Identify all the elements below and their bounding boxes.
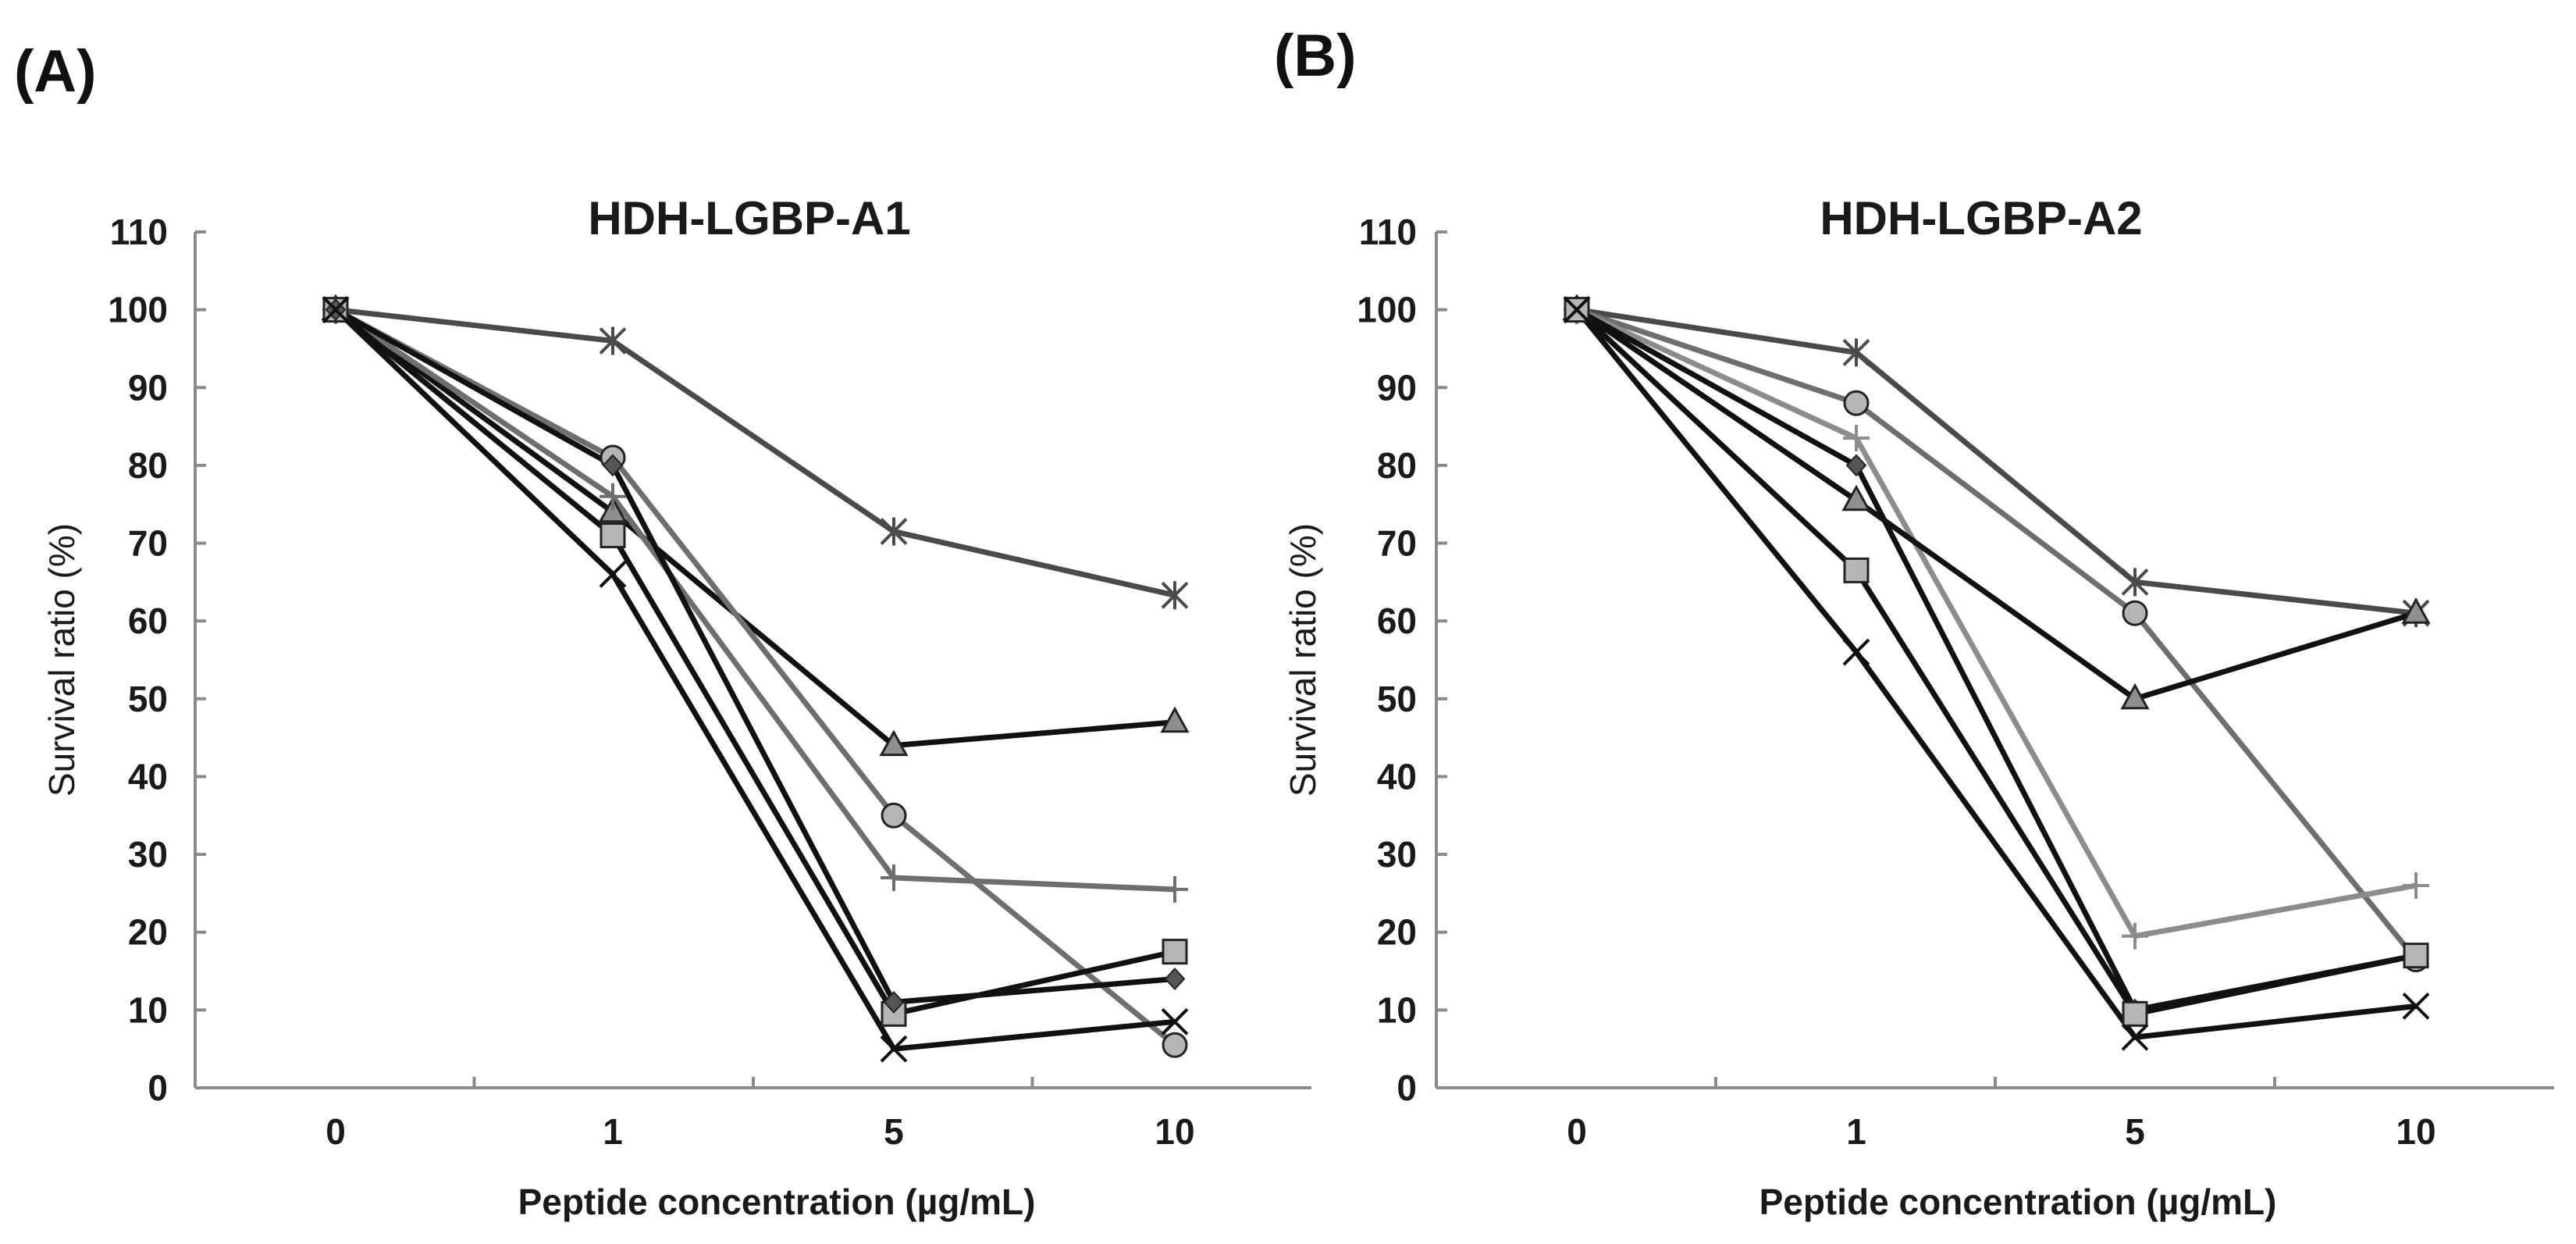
data-point-asterisk bbox=[1842, 338, 1870, 367]
y-tick-label: 100 bbox=[108, 290, 168, 330]
x-tick-label: 0 bbox=[326, 1111, 346, 1152]
data-point-square bbox=[600, 522, 626, 549]
y-tick-label: 30 bbox=[1377, 834, 1417, 875]
chart-title: HDH-LGBP-A2 bbox=[1820, 192, 2142, 244]
chart-panel-b: 0 10 20 30 40 50 60 70 80 90 100 110 0 1 5 10 HDH-LGBP-A… bbox=[1283, 192, 2554, 1222]
x-tick-label: 5 bbox=[2125, 1111, 2145, 1152]
data-point-x bbox=[880, 1035, 908, 1063]
series-group bbox=[1574, 307, 2418, 1040]
series-line-triangle bbox=[1575, 307, 2418, 702]
chart-panel-a: 0 10 20 30 40 50 60 70 80 90 100 110 0 1 5 10 HDH-LGBP-A… bbox=[41, 192, 1311, 1222]
y-tick-label: 60 bbox=[128, 601, 168, 641]
data-point-x bbox=[2402, 992, 2430, 1020]
data-point-plus bbox=[600, 483, 626, 510]
data-point-square bbox=[1843, 557, 1870, 583]
data-point-square bbox=[2403, 943, 2429, 969]
x-tick-label: 1 bbox=[603, 1111, 623, 1152]
y-tick-label: 100 bbox=[1357, 290, 1417, 330]
y-tick-label: 90 bbox=[1377, 367, 1417, 408]
data-point-triangle bbox=[1841, 484, 1871, 512]
data-point-asterisk bbox=[599, 326, 627, 355]
data-point-diamond bbox=[1845, 454, 1867, 477]
data-point-triangle bbox=[2120, 683, 2150, 710]
data-point-plus bbox=[2122, 922, 2148, 950]
y-axis-title: Survival ratio (%) bbox=[1283, 523, 1323, 797]
series-line-x bbox=[333, 308, 1176, 1052]
data-point-square bbox=[2122, 1000, 2148, 1027]
y-tick-label: 50 bbox=[1377, 679, 1417, 719]
data-point-circle bbox=[881, 802, 907, 829]
y-axis-title: Survival ratio (%) bbox=[41, 523, 82, 797]
y-tick-label: 20 bbox=[128, 912, 168, 953]
y-tick-label: 10 bbox=[128, 989, 168, 1030]
series-line-plus bbox=[1575, 307, 2417, 939]
data-point-triangle bbox=[879, 729, 909, 757]
y-tick-label: 90 bbox=[128, 367, 168, 408]
data-point-diamond bbox=[602, 454, 624, 477]
y-tick-label: 20 bbox=[1377, 912, 1417, 953]
data-point-x bbox=[1563, 296, 1591, 324]
data-point-triangle bbox=[2401, 597, 2431, 624]
y-tick-label: 0 bbox=[1397, 1068, 1417, 1108]
series-line-asterisk bbox=[335, 307, 1176, 598]
y-tick-label: 70 bbox=[128, 523, 168, 564]
y-tick-label: 80 bbox=[1377, 445, 1417, 486]
y-tick-label: 70 bbox=[1377, 523, 1417, 564]
data-point-plus bbox=[1162, 875, 1188, 903]
data-point-diamond bbox=[1164, 968, 1186, 990]
x-axis-title: Peptide concentration (µg/mL) bbox=[1759, 1182, 2277, 1222]
y-tick-label: 110 bbox=[1359, 212, 1417, 252]
x-tick-label: 10 bbox=[2396, 1111, 2435, 1152]
series-line-diamond bbox=[1575, 307, 2417, 1013]
series-line-diamond bbox=[334, 307, 1176, 1005]
x-axis-title: Peptide concentration (µg/mL) bbox=[518, 1182, 1036, 1222]
data-point-plus bbox=[2403, 872, 2429, 899]
marker-group bbox=[321, 294, 1190, 1063]
series-line-square bbox=[333, 307, 1176, 1017]
series-line-x bbox=[1574, 308, 2417, 1040]
data-point-triangle bbox=[598, 496, 628, 523]
chart-title: HDH-LGBP-A1 bbox=[588, 192, 910, 244]
data-point-x bbox=[1161, 1007, 1189, 1035]
data-point-x bbox=[322, 296, 350, 324]
series-line-square bbox=[1574, 308, 2417, 1017]
y-tick-label: 50 bbox=[128, 679, 168, 719]
panel-label-a: (A) bbox=[14, 38, 97, 105]
y-tick-label: 30 bbox=[128, 834, 168, 875]
y-tick-label: 80 bbox=[128, 445, 168, 486]
y-tick-label: 60 bbox=[1377, 601, 1417, 641]
data-point-diamond bbox=[883, 990, 905, 1014]
data-point-asterisk bbox=[2121, 568, 2149, 597]
y-tick-label: 110 bbox=[110, 212, 168, 252]
series-line-asterisk bbox=[1576, 307, 2417, 616]
marker-group bbox=[1562, 294, 2431, 1051]
x-tick-label: 10 bbox=[1155, 1111, 1194, 1152]
data-point-x bbox=[599, 560, 627, 588]
data-point-triangle bbox=[1160, 706, 1190, 733]
data-point-circle bbox=[2122, 600, 2148, 626]
data-point-x bbox=[2121, 1023, 2149, 1051]
panel-label-b: (B) bbox=[1274, 23, 1357, 89]
y-tick-label: 40 bbox=[1377, 756, 1417, 797]
data-point-x bbox=[1842, 638, 1870, 666]
series-line-circle bbox=[1575, 307, 2418, 961]
y-tick-label: 0 bbox=[148, 1068, 168, 1108]
data-point-circle bbox=[1162, 1032, 1188, 1058]
y-tick-label: 40 bbox=[128, 756, 168, 797]
series-line-plus bbox=[334, 307, 1176, 893]
data-point-circle bbox=[1843, 390, 1870, 416]
y-tick-label: 10 bbox=[1377, 989, 1417, 1030]
series-line-circle bbox=[334, 307, 1177, 1047]
x-tick-label: 0 bbox=[1567, 1111, 1587, 1152]
x-tick-label: 5 bbox=[884, 1111, 904, 1152]
data-point-plus bbox=[881, 864, 907, 891]
data-point-plus bbox=[1843, 425, 1870, 452]
series-group bbox=[333, 307, 1177, 1052]
x-tick-label: 1 bbox=[1846, 1111, 1866, 1152]
data-point-asterisk bbox=[1161, 581, 1189, 610]
series-line-triangle bbox=[333, 307, 1176, 749]
data-point-square bbox=[1162, 939, 1188, 965]
data-point-asterisk bbox=[880, 517, 908, 546]
